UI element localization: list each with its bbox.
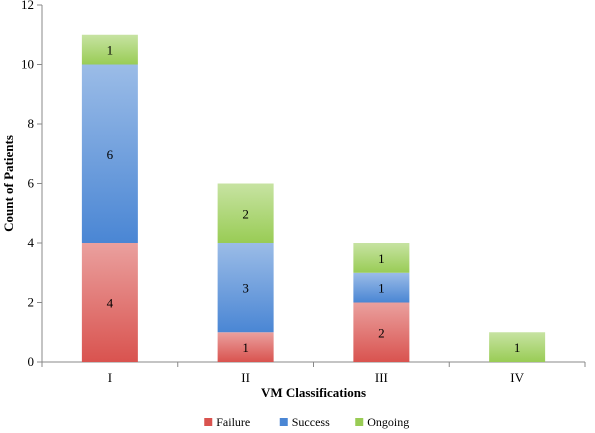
chart-data-labels: 4 6 1 1 3 2 2 1 1 1 (107, 43, 521, 356)
legend-label-ongoing: Ongoing (367, 415, 409, 429)
x-tick-label: II (241, 370, 250, 385)
y-tick-label: 4 (28, 235, 35, 250)
bar-segment-ongoing (81, 34, 138, 65)
legend-swatch-failure (204, 418, 213, 426)
legend-swatch-success (279, 418, 288, 426)
chart-bars (81, 34, 546, 362)
data-label: 6 (107, 147, 114, 162)
bar-segment-success (217, 243, 274, 333)
y-tick-label: 6 (28, 176, 35, 191)
x-axis-title: VM Classifications (261, 385, 366, 400)
bar-segment-success (353, 272, 410, 303)
data-label: 1 (378, 251, 385, 266)
data-label: 4 (107, 296, 114, 311)
legend-label-success: Success (292, 415, 330, 429)
legend-swatch-ongoing (355, 418, 364, 426)
bar-segment-ongoing (217, 183, 274, 243)
x-tick-label: IV (510, 370, 524, 385)
legend-label-failure: Failure (216, 415, 250, 429)
bar-segment-ongoing (353, 243, 410, 273)
x-tick-label: III (375, 370, 388, 385)
y-tick-label: 12 (21, 0, 34, 12)
bar-segment-failure (81, 243, 138, 362)
bar-segment-ongoing (489, 332, 546, 362)
data-label: 3 (242, 281, 249, 296)
legend: Failure Success Ongoing (204, 415, 409, 429)
bar-segment-failure (353, 302, 410, 362)
x-tick-label: I (108, 370, 112, 385)
y-tick-label: 8 (28, 116, 35, 131)
y-tick-label: 2 (28, 295, 35, 310)
data-label: 1 (514, 340, 521, 355)
y-tick-label: 0 (28, 354, 35, 369)
data-label: 1 (107, 43, 114, 58)
data-label: 1 (242, 340, 249, 355)
data-label: 2 (242, 206, 249, 221)
bar-segment-success (81, 64, 138, 243)
data-label: 1 (378, 281, 385, 296)
bar-segment-failure (217, 332, 274, 362)
y-tick-label: 10 (21, 57, 34, 72)
data-label: 2 (378, 325, 385, 340)
y-axis-title: Count of Patients (1, 135, 16, 232)
